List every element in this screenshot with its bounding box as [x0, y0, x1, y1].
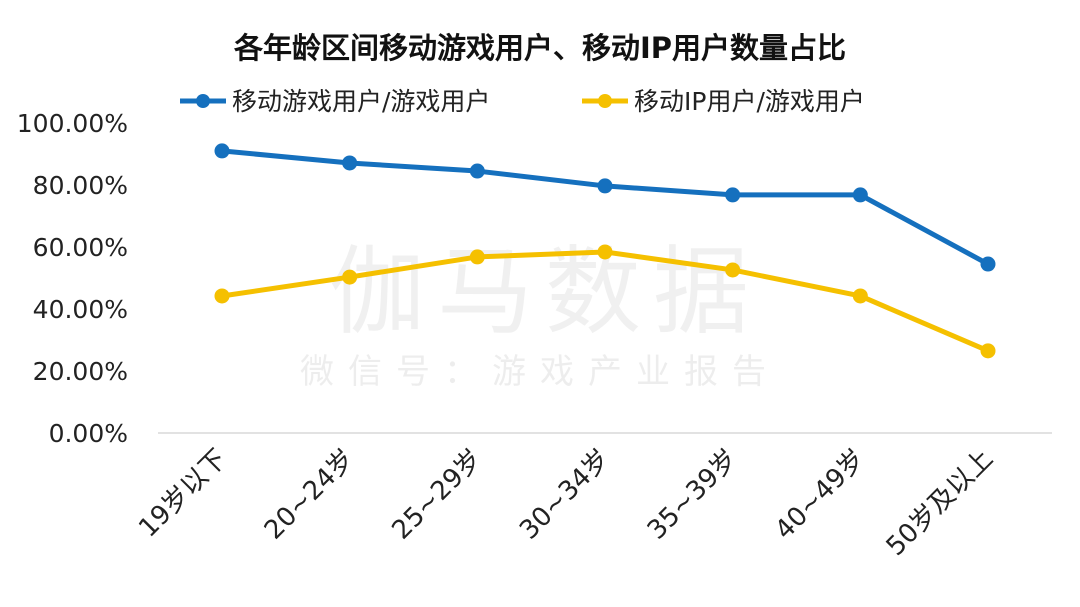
x-axis: 19岁以下 20~24岁 25~29岁 30~34岁 35~39岁 40~49岁 50岁及以… [133, 444, 999, 562]
x-tick-label: 35~39岁 [642, 444, 744, 546]
y-tick-label: 60.00% [33, 233, 128, 262]
data-point [214, 143, 230, 159]
data-point [852, 288, 868, 304]
legend-marker [598, 94, 612, 108]
data-point [725, 187, 741, 203]
data-point [852, 187, 868, 203]
data-point [214, 288, 230, 304]
y-tick-label: 80.00% [33, 171, 128, 200]
x-tick-label: 20~24岁 [259, 444, 361, 546]
watermark-sub: 微信号：游戏产业报告 [300, 352, 780, 392]
y-tick-label: 40.00% [33, 295, 128, 324]
data-point [342, 269, 358, 285]
data-point [980, 343, 996, 359]
data-point [980, 256, 996, 272]
y-tick-label: 20.00% [33, 357, 128, 386]
x-tick-label: 25~29岁 [386, 444, 488, 546]
x-tick-label: 50岁及以上 [881, 444, 999, 562]
watermark: 伽马数据 微信号：游戏产业报告 [300, 236, 780, 392]
legend-marker [196, 94, 210, 108]
data-point [597, 178, 613, 194]
y-tick-label: 0.00% [49, 419, 128, 448]
data-point [469, 249, 485, 265]
data-point [342, 155, 358, 171]
y-axis: 0.00% 20.00% 40.00% 60.00% 80.00% 100.00% [17, 109, 128, 448]
legend-label: 移动IP用户/游戏用户 [634, 87, 865, 116]
y-tick-label: 100.00% [17, 109, 128, 138]
series-group [214, 143, 996, 359]
x-tick-label: 40~49岁 [769, 444, 871, 546]
x-tick-label: 30~34岁 [514, 444, 616, 546]
data-point [597, 244, 613, 260]
data-point [469, 163, 485, 179]
legend: 移动游戏用户/游戏用户 移动IP用户/游戏用户 [180, 87, 865, 116]
legend-label: 移动游戏用户/游戏用户 [232, 87, 490, 116]
data-point [725, 262, 741, 278]
x-tick-label: 19岁以下 [133, 444, 233, 544]
chart-title: 各年龄区间移动游戏用户、移动IP用户数量占比 [233, 31, 846, 65]
